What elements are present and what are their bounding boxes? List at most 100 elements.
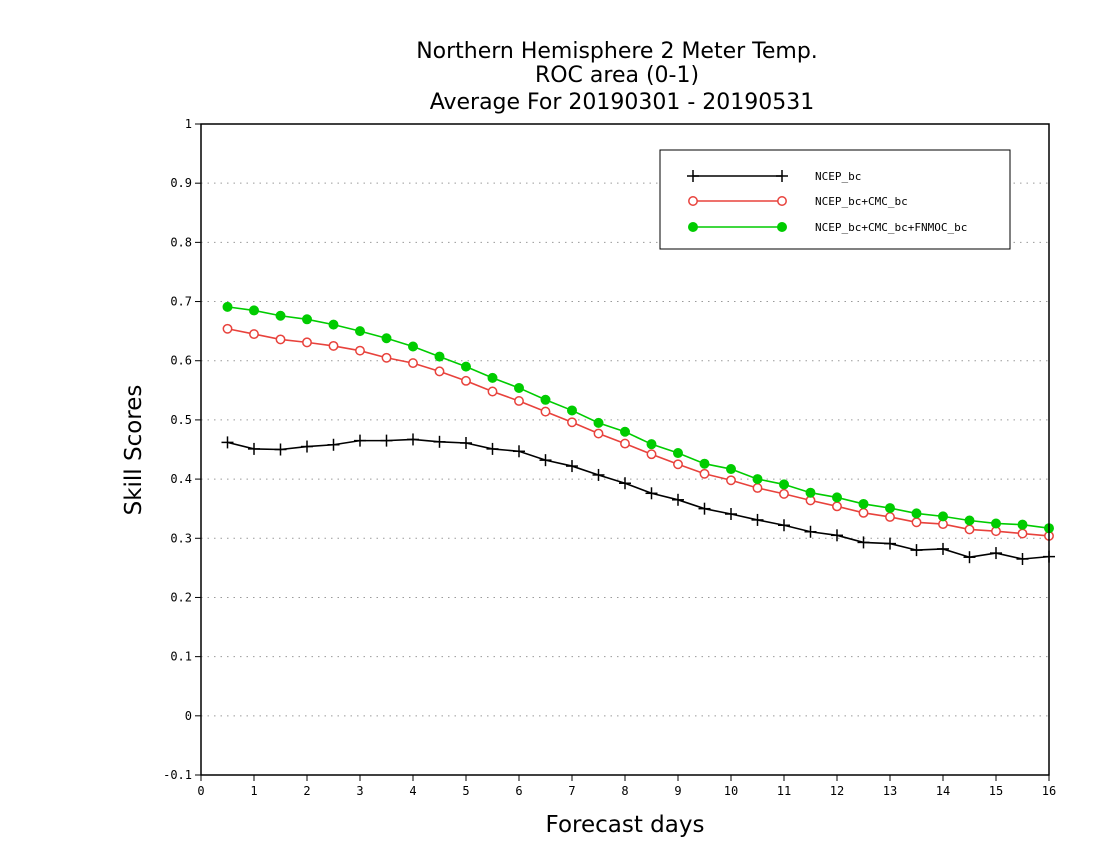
series-1-point [804,525,817,538]
series-3-point [805,487,816,498]
y-tick-label: 0.3 [170,531,192,545]
series-3-point [699,458,710,469]
series-1-point [274,443,287,456]
legend-marker [777,222,787,232]
series-1-point [725,508,737,521]
series-1-point [539,454,552,467]
series-1-point [327,438,340,451]
legend-marker [687,170,699,182]
series-2-point [381,352,392,363]
legend-marker [776,170,788,182]
series-2-point [858,507,869,518]
series-3-point [832,492,842,503]
series-1-point [884,537,896,550]
series-2 [222,323,1054,541]
series-2-point [752,483,763,493]
series-3-point [726,464,736,475]
series-1-point [645,487,658,500]
series-3-point [673,448,683,459]
x-tick-label: 10 [724,784,738,798]
series-1-point [963,551,976,564]
series-2-point [461,375,471,386]
legend: NCEP_bc NCEP_bc+CMC_bc NCEP_bc+CMC_bc+FNMO… [659,149,1011,250]
series-3-point [991,518,1001,529]
series-3-point [593,417,604,428]
series-2-point [249,329,259,340]
series-1-point [301,440,313,453]
y-tick-label: 0.5 [170,413,192,427]
x-axis-title: Forecast days [546,812,705,838]
series-1-point [513,445,525,458]
series-2-point [302,337,312,348]
legend-label: NCEP_bc [815,170,861,183]
series-2-point [222,323,233,334]
series-2-point [408,358,418,369]
series-3-point [408,341,418,352]
series-1-point [857,536,870,549]
y-tick-label: -0.1 [163,768,192,782]
legend-marker [688,196,698,206]
series-2-point [487,386,498,397]
legend-label: NCEP_bc+CMC_bc+FNMOC_bc [815,221,967,234]
series-3-point [540,394,551,405]
x-tick-label: 12 [830,784,844,798]
series-1-point [698,502,711,515]
series-1-point [831,529,843,542]
series-1-point [990,547,1002,560]
series-3-point [964,515,975,526]
series-3-point [487,372,498,383]
series-3-point [249,305,259,316]
series-2-point [779,488,789,499]
series-1-point [566,460,578,473]
series-2-point [911,517,922,528]
series-3-point [222,301,233,312]
y-tick-label: 0.7 [170,295,192,309]
x-tick-label: 13 [883,784,897,798]
series-2-point [964,524,975,535]
legend-box [659,149,1011,250]
series-1-point [592,468,605,481]
x-tick-label: 8 [621,784,628,798]
series-1-point [619,477,631,490]
legend-item-2: NCEP_bc+CMC_bc [688,195,908,208]
x-tick-label: 11 [777,784,791,798]
title-line-1: Northern Hemisphere 2 Meter Temp. [416,39,818,64]
x-tick-label: 0 [197,784,204,798]
series-3 [222,301,1054,534]
series-2-point [885,512,895,522]
legend-marker [777,196,787,206]
x-tick-label: 9 [674,784,681,798]
series-1-point [672,493,684,506]
y-tick-label: 0.1 [170,650,192,664]
series-2-point [540,406,551,417]
legend-marker [688,222,698,232]
series-2-point [275,334,286,345]
series-2-point [620,438,630,449]
series-1-point [354,434,366,447]
series-2-point [1017,528,1028,539]
chart-title: Northern Hemisphere 2 Meter Temp. ROC ar… [416,39,818,115]
series-3-point [938,511,948,522]
x-tick-label: 6 [515,784,522,798]
series-1-point [751,513,764,526]
y-tick-label: 0.4 [170,472,192,486]
series-3-point [885,503,895,514]
series-2-point [434,366,445,377]
series-2-point [673,459,683,470]
series-1-point [221,436,234,449]
series-3-point [858,498,869,509]
y-tick-label: 0 [185,709,192,723]
y-axis-title: Skill Scores [121,385,147,516]
series-1 [221,433,1055,565]
series-3-point [461,361,471,372]
series-1-point [778,519,790,532]
x-tick-label: 7 [568,784,575,798]
series-3-point [355,326,365,337]
series-3-point [779,479,789,490]
axis-ticks: -0.100.10.20.30.40.50.60.70.80.910 1 2 3 4 5 6… [163,117,1056,798]
series-1-point [407,433,419,446]
series-1-point [1016,552,1029,565]
series-3-point [911,508,922,519]
x-tick-label: 4 [409,784,416,798]
